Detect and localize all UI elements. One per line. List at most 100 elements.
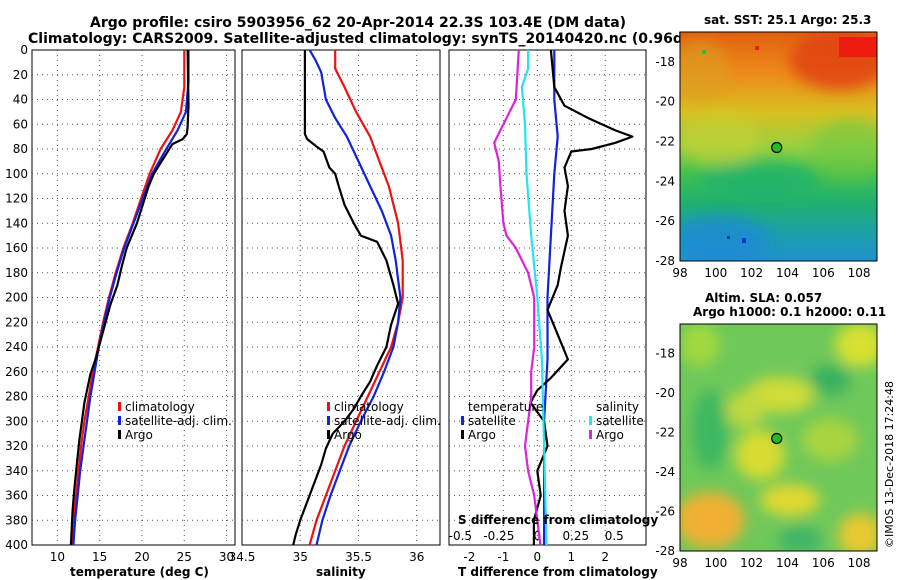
lon-tick-label: 108 [848, 266, 871, 280]
legend-title-salinity: salinity [596, 400, 639, 414]
depth-tick-label: 260 [5, 365, 28, 379]
x-tick-label: 35.5 [345, 550, 372, 564]
depth-tick-label: 20 [13, 68, 28, 82]
sst-map-title: sat. SST: 25.1 Argo: 25.3 [704, 13, 871, 27]
depth-tick-label: 380 [5, 513, 28, 527]
depth-tick-label: 360 [5, 489, 28, 503]
lon-tick-label: 104 [776, 556, 799, 570]
legend-swatch-argo [118, 430, 121, 439]
x-tick-label: -2 [463, 550, 475, 564]
depth-tick-label: 300 [5, 414, 28, 428]
x-tick-label: 30 [219, 550, 234, 564]
depth-tick-label: 220 [5, 315, 28, 329]
lon-tick-label: 106 [812, 556, 835, 570]
temperature-chart: 0 20 40 60 80 100 120 140 160 180 200 220 240 260 280 3… [5, 43, 236, 579]
depth-tick-label: 40 [13, 93, 28, 107]
lat-tick-label: -20 [655, 386, 675, 400]
x-tick-label: 25 [177, 550, 192, 564]
series-line-satellite-adj-clim- [72, 50, 190, 546]
series-line-salinity-satellite [520, 50, 548, 546]
lat-tick-label: -22 [655, 426, 675, 440]
lon-tick-label: 108 [848, 556, 871, 570]
legend-label-satellite: satellite-adj. clim. [334, 414, 441, 428]
depth-tick-label: 60 [13, 117, 28, 131]
title-line-1: Argo profile: csiro 5903956_62 20-Apr-20… [90, 15, 626, 31]
title-line-2: Climatology: CARS2009. Satellite-adjuste… [28, 31, 746, 47]
temperature-xlabel: temperature (deg C) [70, 565, 209, 579]
lat-tick-label: -18 [655, 55, 675, 69]
sla-map: Altim. SLA: 0.057 Argo h1000: 0.1 h2000:… [655, 291, 886, 570]
lat-tick-label: -26 [655, 214, 675, 228]
x-tick-label: 34.5 [229, 550, 256, 564]
legend-label-argo: Argo [334, 428, 362, 442]
x-tick-label: 0 [533, 550, 541, 564]
legend-swatch-sal-argo [589, 430, 592, 439]
depth-tick-label: 0 [20, 43, 28, 57]
sla-map-subtitle: Argo h1000: 0.1 h2000: 0.11 [693, 305, 886, 319]
legend-swatch-climatology [327, 402, 330, 411]
x-tick-label: 10 [50, 550, 65, 564]
x-tick-label: 1 [567, 550, 575, 564]
lat-tick-label: -22 [655, 135, 675, 149]
lon-tick-label: 106 [812, 266, 835, 280]
lat-tick-label: -28 [655, 254, 675, 268]
sla-map-title: Altim. SLA: 0.057 [705, 291, 822, 305]
sla-map-frame [679, 323, 878, 552]
depth-tick-label: 120 [5, 192, 28, 206]
sst-hotspot [839, 37, 877, 57]
salinity-chart: 34.5 35 35.5 36 climatology satellite-adj. … [229, 49, 441, 579]
depth-tick-label: 80 [13, 142, 28, 156]
depth-tick-label: 180 [5, 266, 28, 280]
top-tick-label: 0.25 [562, 529, 589, 543]
series-line-argo [69, 49, 190, 546]
x-tick-label: 20 [134, 550, 149, 564]
top-tick-label: -0.5 [449, 529, 472, 543]
x-tick-label: 2 [601, 550, 609, 564]
depth-tick-label: 340 [5, 464, 28, 478]
x-tick-label: -1 [497, 550, 509, 564]
x-tick-label: 35 [293, 550, 308, 564]
depth-tick-label: 200 [5, 291, 28, 305]
top-tick-label: -0.25 [483, 529, 514, 543]
depth-tick-label: 240 [5, 340, 28, 354]
series-line-satellite-adj-clim- [308, 49, 402, 546]
salinity-chart-frame [241, 49, 441, 546]
salinity-legend: climatology satellite-adj. clim. Argo [327, 400, 441, 442]
salinity-xlabel: salinity [316, 565, 366, 579]
lon-tick-label: 100 [704, 556, 727, 570]
legend-label-temp-satellite: satellite [468, 414, 516, 428]
legend-swatch-sal-satellite [589, 416, 592, 425]
sst-map-frame [679, 31, 878, 262]
series-line-salinity-argo [493, 49, 542, 546]
argo-location-marker [771, 141, 783, 154]
series-line-climatology [308, 50, 404, 546]
lat-tick-label: -28 [655, 544, 675, 558]
sst-map: sat. SST: 25.1 Argo: 25.3 98 100 102 104 106… [655, 13, 878, 280]
lat-tick-label: -20 [655, 95, 675, 109]
difference-top-label: S difference from climatology [458, 513, 658, 527]
legend-label-satellite: satellite-adj. clim. [125, 414, 232, 428]
series-line-temperature-argo [529, 49, 634, 545]
legend-swatch-satellite [118, 416, 121, 425]
series-line-temperature-satellite [542, 50, 559, 545]
argo-location-marker [771, 432, 783, 445]
legend-title-temperature: temperature [468, 400, 543, 414]
legend-label-sal-argo: Argo [596, 428, 624, 442]
legend-swatch-satellite [327, 416, 330, 425]
series-line-argo [292, 50, 400, 546]
legend-label-temp-argo: Argo [468, 428, 496, 442]
legend-label-argo: Argo [125, 428, 153, 442]
lat-tick-label: -24 [655, 465, 675, 479]
depth-tick-label: 400 [5, 538, 28, 552]
legend-swatch-argo [327, 430, 330, 439]
lon-tick-label: 102 [740, 266, 763, 280]
x-tick-label: 36 [409, 550, 424, 564]
depth-tick-label: 160 [5, 241, 28, 255]
top-tick-label: 0 [533, 529, 541, 543]
imos-timestamp: ©IMOS 13-Dec-2018 17:24:48 [883, 381, 896, 548]
legend-swatch-temp-satellite [461, 416, 464, 425]
sla-map-field [680, 324, 877, 551]
lat-tick-label: -18 [655, 347, 675, 361]
lon-tick-label: 102 [740, 556, 763, 570]
